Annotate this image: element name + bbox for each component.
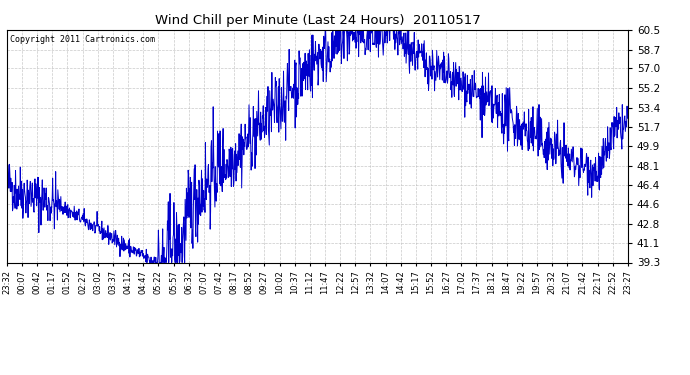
Text: Copyright 2011 Cartronics.com: Copyright 2011 Cartronics.com: [10, 34, 155, 44]
Title: Wind Chill per Minute (Last 24 Hours)  20110517: Wind Chill per Minute (Last 24 Hours) 20…: [155, 15, 480, 27]
